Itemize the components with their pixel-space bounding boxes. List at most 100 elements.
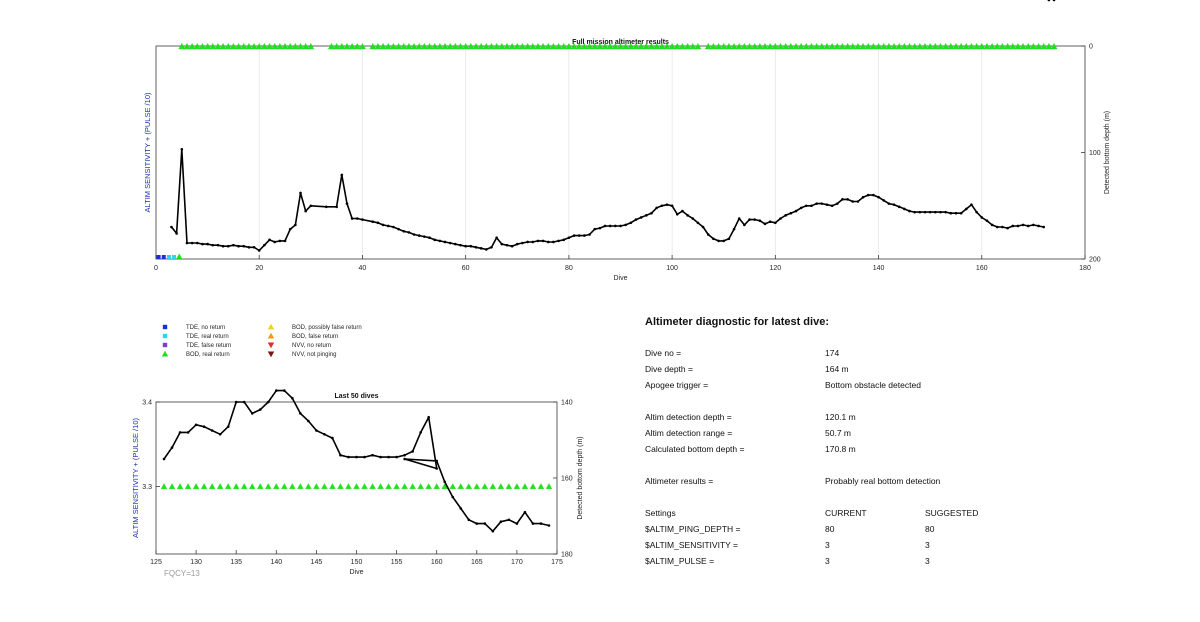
full-bod-real-marker <box>869 42 877 50</box>
full-depth-point <box>407 231 411 234</box>
legend-marker-nvv-not-pinging <box>267 351 275 358</box>
last50-depth-point <box>186 431 190 434</box>
full-depth-point <box>526 240 529 244</box>
full-x-tick-label: 40 <box>359 265 367 272</box>
full-depth-point <box>325 205 328 209</box>
full-depth-point <box>1042 225 1046 229</box>
full-bod-real-marker <box>761 42 769 50</box>
full-bod-real-marker <box>255 42 263 50</box>
full-depth-point <box>1026 224 1030 228</box>
full-depth-point <box>216 243 220 247</box>
legend-marker-bod-real-return <box>161 350 169 357</box>
last50-x-tick-label: 140 <box>270 559 282 566</box>
full-depth-point <box>954 211 958 215</box>
last50-depth-point <box>178 431 182 434</box>
legend-label: BOD, real return <box>186 352 230 358</box>
last50-depth-point <box>475 522 479 525</box>
full-bod-real-marker <box>379 42 387 50</box>
full-depth-point <box>417 234 421 237</box>
full-bod-real-marker <box>395 42 403 50</box>
full-bod-real-marker <box>1050 42 1058 50</box>
full-bod-real-marker <box>544 42 552 50</box>
full-depth-point <box>681 209 684 213</box>
last50-depth-point <box>170 446 174 449</box>
full-depth-point <box>717 239 720 243</box>
last50-x-tick-label: 130 <box>190 559 202 566</box>
full-depth-point <box>206 242 209 246</box>
full-depth-point <box>866 193 870 197</box>
full-bod-real-marker <box>601 42 609 50</box>
full-bod-real-marker <box>276 42 284 50</box>
full-depth-point <box>469 244 473 248</box>
legend-marker-nvv-no-return <box>267 342 275 349</box>
full-bod-real-marker <box>787 42 795 50</box>
diag-label-detection-depth: Altim detection depth = <box>645 412 732 422</box>
full-bod-real-marker <box>627 42 635 50</box>
full-bod-real-marker <box>777 42 784 50</box>
full-bottom-marker <box>161 255 166 259</box>
full-depth-point <box>278 239 282 243</box>
full-depth-point <box>283 239 287 243</box>
full-depth-point <box>1006 226 1009 230</box>
full-bod-real-marker <box>250 42 258 50</box>
full-depth-point <box>190 241 194 245</box>
full-depth-point <box>603 224 607 228</box>
full-depth-point <box>454 242 457 246</box>
full-depth-point <box>423 235 426 238</box>
full-bod-real-marker <box>405 42 413 50</box>
last50-bod-real-marker <box>393 483 400 489</box>
last50-x-tick-label: 150 <box>351 559 363 566</box>
last50-depth-point <box>307 419 310 423</box>
diag-value-altimeter-results: Probably real bottom detection <box>825 476 941 486</box>
full-depth-point <box>583 234 586 237</box>
full-bod-real-marker <box>720 42 728 50</box>
last50-chart-title: Last 50 dives <box>335 393 379 400</box>
full-depth-point <box>712 237 715 241</box>
full-bod-real-marker <box>420 42 428 50</box>
full-depth-point <box>990 223 994 227</box>
full-x-tick-label: 20 <box>255 265 263 272</box>
last50-bod-real-marker <box>216 483 224 489</box>
diag-value-apogee-trigger: Bottom obstacle detected <box>825 380 921 390</box>
last50-bod-real-marker <box>353 483 360 489</box>
full-bod-real-marker <box>740 42 748 50</box>
setting-current-pulse: 3 <box>825 556 830 566</box>
setting-name-pulse: $ALTIM_PULSE = <box>645 556 715 566</box>
diag-label-apogee-trigger: Apogee trigger = <box>645 380 709 390</box>
last50-bod-real-marker <box>361 483 368 489</box>
last50-bod-real-marker <box>160 483 168 489</box>
full-depth-point <box>624 223 627 227</box>
full-depth-point <box>763 222 767 226</box>
last50-depth-point <box>283 389 286 392</box>
full-bod-real-marker <box>756 42 764 50</box>
full-bod-real-marker <box>188 42 196 50</box>
legend-label: TDE, real return <box>186 334 229 340</box>
full-depth-point <box>567 236 571 239</box>
last50-depth-point <box>331 436 334 440</box>
full-bod-real-marker <box>549 42 557 50</box>
last50-x-tick-label: 155 <box>391 559 403 566</box>
full-depth-point <box>614 224 617 228</box>
last50-bod-real-marker <box>417 483 424 489</box>
full-bod-real-marker <box>1040 42 1048 50</box>
last50-bod-real-marker <box>168 483 176 489</box>
full-bod-real-marker <box>333 42 341 50</box>
full-depth-point <box>309 204 313 208</box>
full-bod-real-marker <box>482 42 490 50</box>
full-depth-point <box>562 238 566 242</box>
last50-depth-point <box>347 455 350 459</box>
full-bod-real-marker <box>560 42 568 50</box>
full-depth-point <box>892 203 896 206</box>
last50-depth-point <box>291 396 294 400</box>
last50-depth-point <box>250 412 254 415</box>
full-depth-point <box>185 241 189 245</box>
legend-marker-tde-false-return <box>162 342 168 348</box>
last50-bod-real-marker <box>457 483 465 489</box>
last50-depth-point <box>547 524 551 527</box>
last50-depth-point <box>435 467 439 470</box>
full-depth-point <box>634 218 638 221</box>
full-bod-real-marker <box>611 42 619 50</box>
legend-label: NVV, not pinging <box>292 352 336 358</box>
last50-depth-point <box>499 520 503 523</box>
legend-marker-bod-possibly-false-return <box>267 323 275 330</box>
